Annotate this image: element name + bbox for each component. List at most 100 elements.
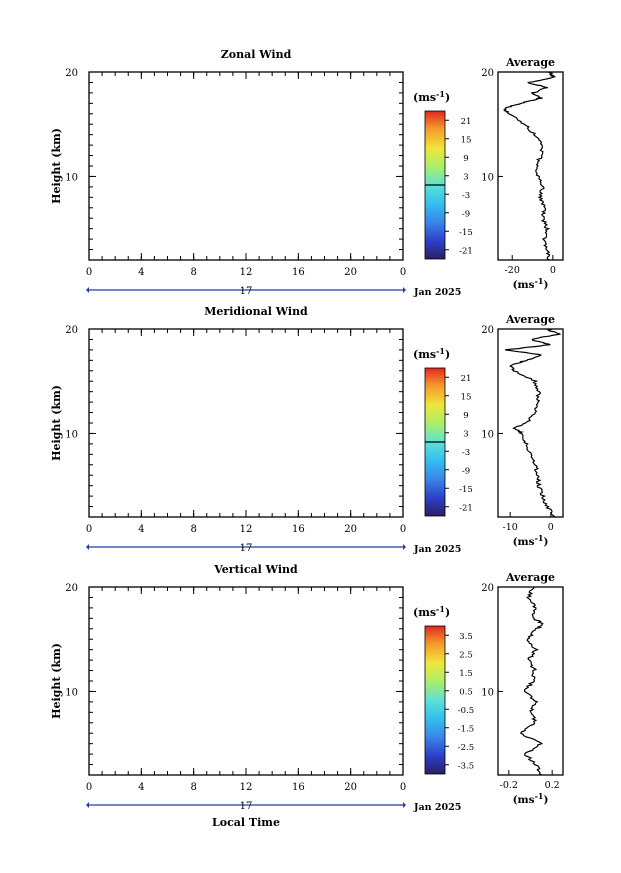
colorbar: (ms-1) 21 15 9 3 -3 -9 -15 -21: [413, 346, 473, 517]
plot-frame: [88, 71, 404, 261]
date-label: Jan 2025: [413, 802, 461, 813]
average-y-tick: 10: [481, 429, 494, 440]
x-tick-label: 12: [240, 524, 253, 535]
colorbar-tick: 3: [463, 172, 468, 182]
x-tick-label: 8: [190, 267, 196, 278]
date-marker: 17 Jan 2025: [86, 543, 461, 555]
colorbar-tick: -1.5: [458, 724, 474, 734]
colorbar-tick: 9: [463, 411, 468, 421]
date-label: Jan 2025: [413, 544, 461, 555]
colorbar-tick: -15: [459, 228, 473, 238]
colorbar-tick: 3: [463, 429, 468, 439]
average-unit: (ms-1): [513, 533, 549, 548]
average-y-tick: 10: [481, 687, 494, 698]
colorbar-tick: -9: [462, 466, 470, 476]
colorbar-tick: -3: [462, 191, 470, 201]
colorbar: (ms-1) 3.5 2.5 1.5 0.5 -0.5 -1.5 -2.5 -3.5: [413, 604, 474, 775]
average-unit: (ms-1): [513, 791, 549, 806]
x-axis: 0 4 8 12 16 20 0: [86, 72, 406, 278]
average-frame: [497, 71, 564, 261]
panel-title: Meridional Wind: [204, 305, 308, 318]
date-marker: 17 Jan 2025: [86, 801, 461, 813]
average-profile-line: [519, 586, 544, 776]
x-tick-label: 4: [138, 267, 144, 278]
y-tick-label: 10: [65, 687, 78, 698]
colorbar-tick: 21: [461, 374, 472, 384]
panel-title: Zonal Wind: [221, 48, 292, 61]
average-title: Average: [505, 56, 555, 69]
average-title: Average: [505, 313, 555, 326]
colorbar-tick: -0.5: [458, 706, 474, 716]
date-marker: 17 Jan 2025: [86, 286, 461, 298]
date-day: 17: [240, 286, 253, 297]
average-panel: Average 20 10 -0.2 0.2(ms-1): [481, 571, 564, 806]
x-tick-label: 20: [344, 524, 357, 535]
average-y-tick: 10: [481, 172, 494, 183]
colorbar-tick: -9: [462, 209, 470, 219]
colorbar-tick: 0.5: [459, 687, 473, 697]
colorbar-tick: 3.5: [459, 632, 473, 642]
x-tick-label: 16: [292, 524, 305, 535]
x-tick-label: 16: [292, 782, 305, 793]
y-tick-label: 20: [65, 583, 78, 594]
colorbar-tick: -21: [459, 503, 473, 513]
y-axis-label: Height (km): [50, 385, 63, 461]
colorbar-tick: -3: [462, 448, 470, 458]
colorbar-unit: (ms-1): [413, 604, 450, 619]
colorbar-tick: 1.5: [459, 669, 473, 679]
colorbar-tick: 21: [461, 117, 472, 127]
y-tick-label: 10: [65, 429, 78, 440]
x-axis-label: Local Time: [212, 816, 280, 829]
date-day: 17: [240, 543, 253, 554]
colorbar-tick: 2.5: [459, 650, 473, 660]
x-axis: 0 4 8 12 16 20 0: [86, 587, 406, 793]
panel-title: Vertical Wind: [213, 563, 298, 576]
average-panel: Average 20 10 -10 0(ms-1): [481, 313, 564, 548]
average-x-tick: -10: [503, 522, 518, 533]
plot-frame: [88, 586, 404, 776]
colorbar-tick: 15: [461, 392, 472, 402]
colorbar-unit: (ms-1): [413, 346, 450, 361]
x-tick-label: 0: [86, 267, 92, 278]
average-x-tick: -0.2: [500, 780, 518, 791]
average-profile-line: [503, 71, 556, 261]
plot-frame: [88, 328, 404, 518]
average-x-tick: 0.2: [545, 780, 560, 791]
x-tick-label: 12: [240, 782, 253, 793]
date-label: Jan 2025: [413, 287, 461, 298]
x-tick-label: 0: [400, 782, 406, 793]
average-y-tick: 20: [481, 583, 494, 594]
x-tick-label: 0: [400, 267, 406, 278]
x-tick-label: 0: [400, 524, 406, 535]
x-tick-label: 0: [86, 782, 92, 793]
y-axis-label: Height (km): [50, 643, 63, 719]
colorbar-tick: -3.5: [458, 761, 474, 771]
average-x-tick: -20: [505, 265, 520, 276]
x-tick-label: 8: [190, 524, 196, 535]
average-title: Average: [505, 571, 555, 584]
average-y-tick: 20: [481, 68, 494, 79]
x-tick-label: 4: [138, 782, 144, 793]
average-panel: Average 20 10 -20 0(ms-1): [481, 56, 564, 291]
y-tick-label: 20: [65, 68, 78, 79]
average-x-tick: 0: [550, 265, 556, 276]
average-y-tick: 20: [481, 325, 494, 336]
y-tick-label: 20: [65, 325, 78, 336]
colorbar-tick: -15: [459, 485, 473, 495]
x-tick-label: 20: [344, 782, 357, 793]
x-tick-label: 12: [240, 267, 253, 278]
y-axis-label: Height (km): [50, 128, 63, 204]
average-unit: (ms-1): [513, 276, 549, 291]
colorbar-tick: 9: [463, 154, 468, 164]
x-tick-label: 0: [86, 524, 92, 535]
average-x-tick: 0: [548, 522, 554, 533]
x-tick-label: 4: [138, 524, 144, 535]
x-tick-label: 20: [344, 267, 357, 278]
colorbar: (ms-1) 21 15 9 3 -3 -9 -15 -21: [413, 89, 473, 260]
